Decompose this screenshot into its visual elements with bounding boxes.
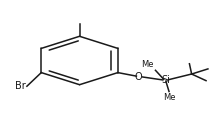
Text: Me: Me	[163, 93, 175, 102]
Text: Me: Me	[141, 60, 153, 69]
Text: O: O	[135, 72, 142, 82]
Text: Si: Si	[161, 75, 170, 85]
Text: Br: Br	[15, 81, 26, 91]
